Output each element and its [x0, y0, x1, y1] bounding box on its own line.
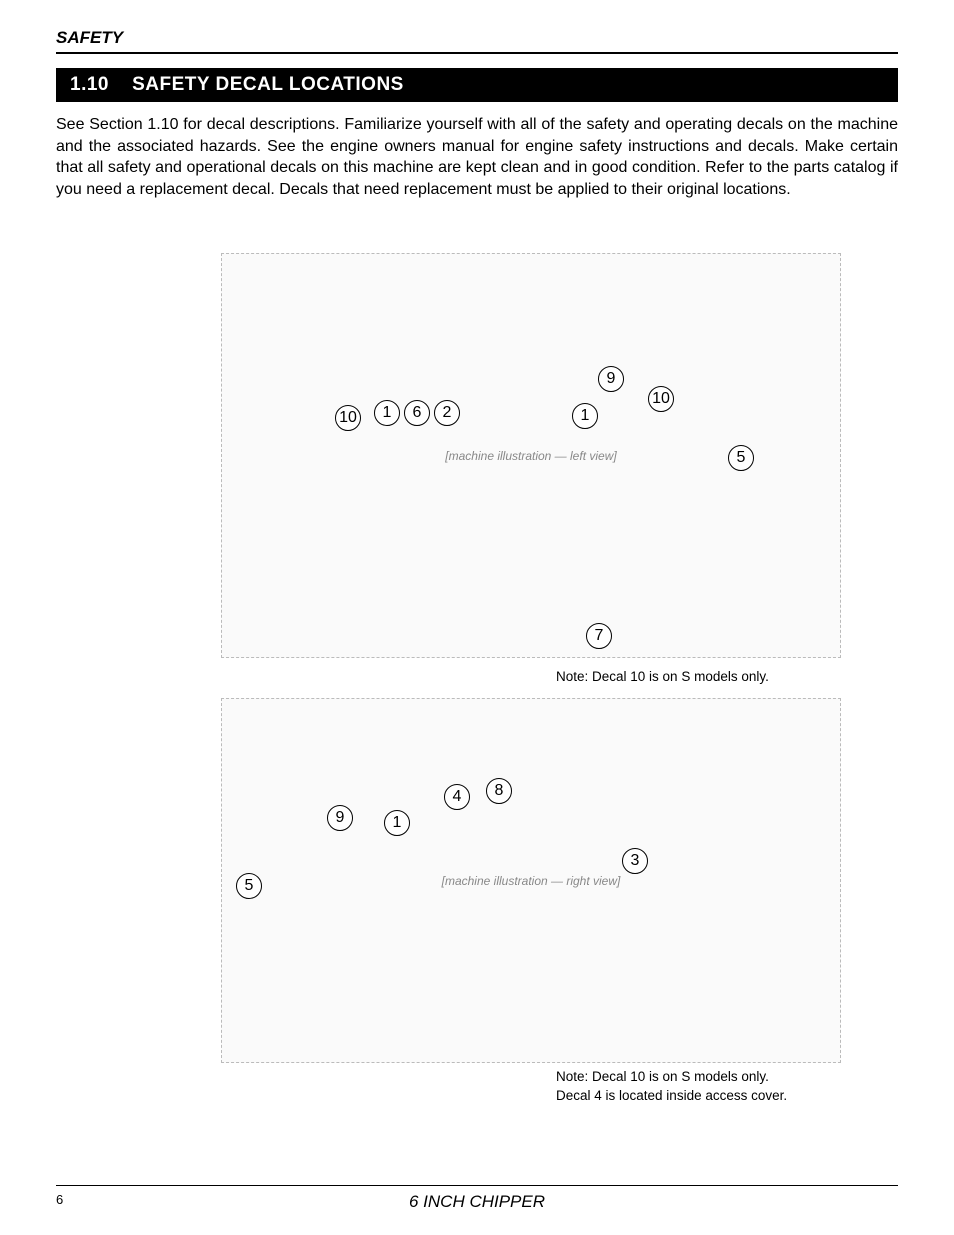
- diagram-2-note-line1: Note: Decal 10 is on S models only.: [556, 1069, 769, 1084]
- diagram-2-note-line2: Decal 4 is located inside access cover.: [556, 1088, 787, 1103]
- footer-rule: [56, 1185, 898, 1186]
- header-rule: [56, 52, 898, 54]
- section-body-paragraph: See Section 1.10 for decal descriptions.…: [56, 114, 898, 200]
- diagram-1-note: Note: Decal 10 is on S models only.: [556, 668, 769, 686]
- page-header-label: SAFETY: [56, 28, 898, 48]
- page-footer: 6 6 INCH CHIPPER: [56, 1185, 898, 1207]
- section-title: SAFETY DECAL LOCATIONS: [132, 74, 404, 95]
- diagram-1-area: [machine illustration — left view] 10162…: [56, 228, 898, 698]
- diagram-2-area: [machine illustration — right view] 9148…: [56, 698, 898, 1108]
- footer-title: 6 INCH CHIPPER: [56, 1192, 898, 1212]
- section-heading-bar: 1.10 SAFETY DECAL LOCATIONS: [56, 68, 898, 102]
- diagram-2-illustration: [machine illustration — right view]: [221, 698, 841, 1063]
- diagram-2-note: Note: Decal 10 is on S models only. Deca…: [556, 1068, 787, 1104]
- section-number: 1.10: [70, 74, 109, 95]
